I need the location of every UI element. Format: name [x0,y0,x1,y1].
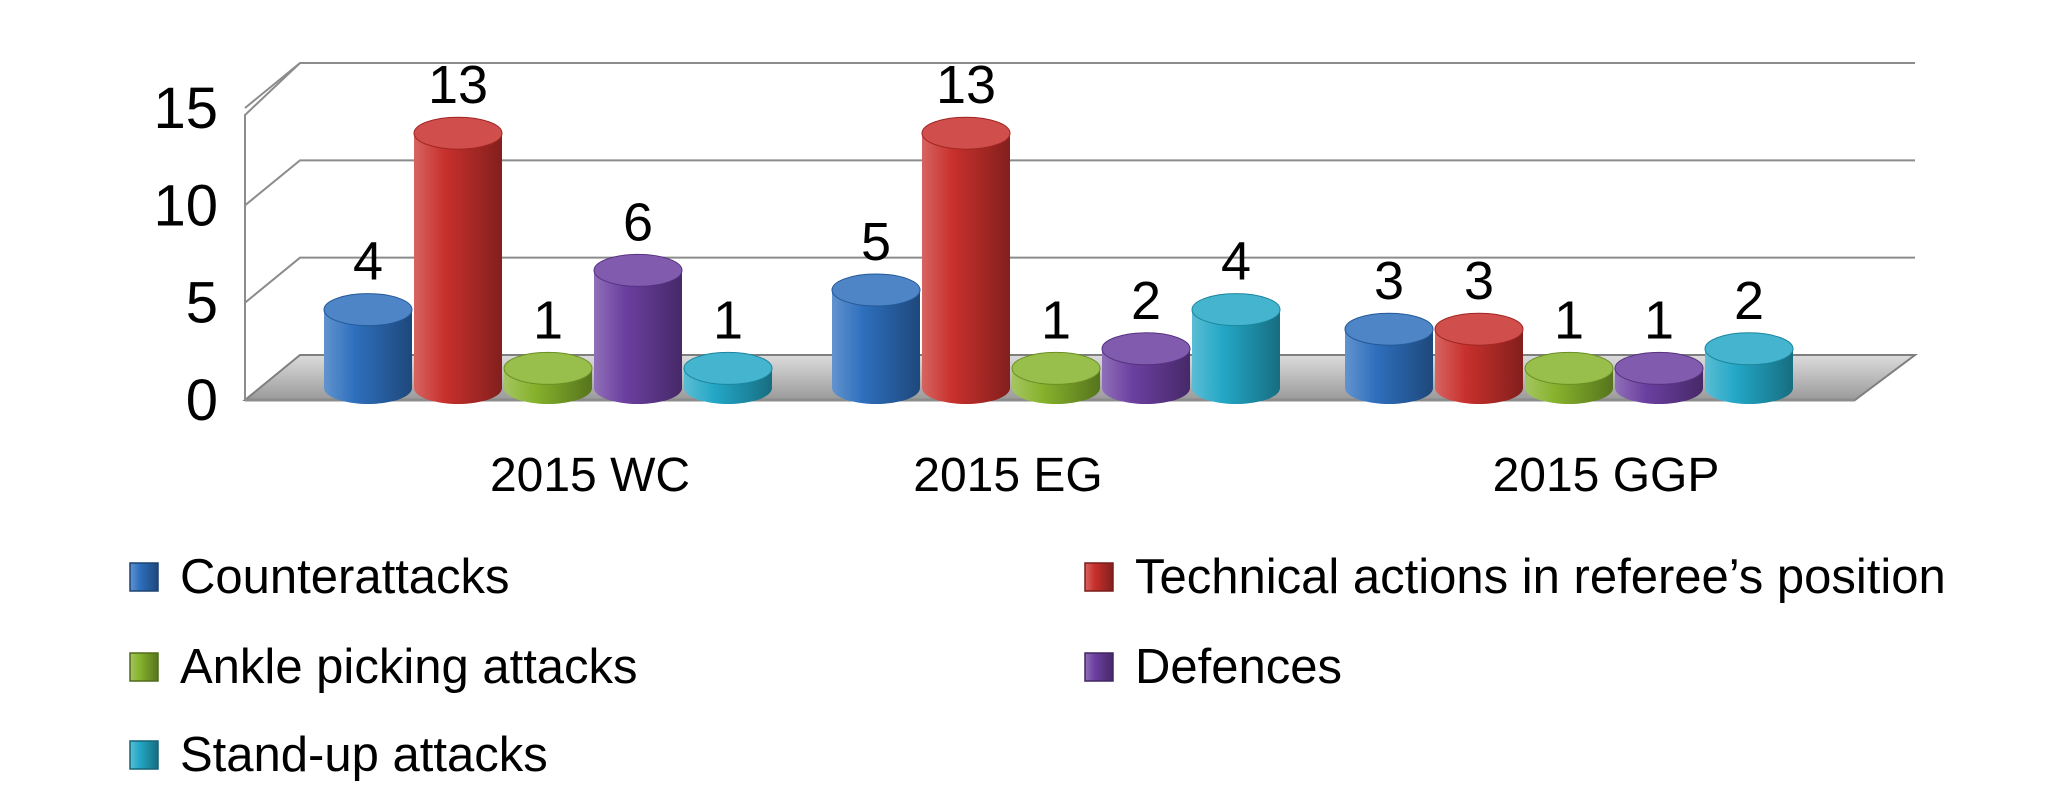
legend-item-defences: Defences [1084,640,1342,694]
legend-swatch-ankle-picking-attacks [129,652,159,682]
category-label-2015-ggp: 2015 GGP [1493,449,1720,502]
bar-technical-actions-in-referee-s-position-2015-eg [921,116,1011,404]
bar-counterattacks-2015-ggp [1344,312,1434,404]
legend-label-defences: Defences [1135,640,1342,694]
legend-label-ankle-picking-attacks: Ankle picking attacks [180,640,638,694]
gridlines [244,62,1915,304]
bars [323,116,1794,404]
y-tick-label-10: 10 [153,173,218,238]
data-label-technical-actions-in-referee-s-position-2015-wc: 13 [428,55,488,115]
y-tick-label-5: 5 [186,271,218,336]
bar-ankle-picking-attacks-2015-ggp [1524,351,1614,404]
data-label-technical-actions-in-referee-s-position-2015-eg: 13 [936,55,996,115]
category-label-2015-wc: 2015 WC [490,449,690,502]
legend-swatch-stand-up-attacks [129,740,159,770]
category-label-2015-eg: 2015 EG [913,449,1102,502]
bar-counterattacks-2015-wc [323,293,413,404]
data-label-counterattacks-2015-wc: 4 [353,232,383,292]
data-label-counterattacks-2015-eg: 5 [861,212,891,272]
x-axis: 2015 WC 2015 EG 2015 GGP [490,449,1719,502]
bar-stand-up-attacks-2015-ggp [1704,332,1794,404]
data-label-technical-actions-in-referee-s-position-2015-ggp: 3 [1464,251,1494,311]
legend: Counterattacks Technical actions in refer… [129,550,1946,782]
data-label-stand-up-attacks-2015-wc: 1 [713,290,743,350]
bar-defences-2015-ggp [1614,351,1704,404]
legend-item-stand-up-attacks: Stand-up attacks [129,728,548,782]
legend-item-counterattacks: Counterattacks [129,550,510,604]
y-axis: 0 5 10 15 [153,76,218,433]
data-label-defences-2015-ggp: 1 [1644,290,1674,350]
side-wall [244,62,301,400]
legend-swatch-technical-actions-in-referee-s-position [1084,562,1114,592]
data-label-ankle-picking-attacks-2015-ggp: 1 [1554,290,1584,350]
data-label-stand-up-attacks-2015-ggp: 2 [1734,271,1764,331]
bar-counterattacks-2015-eg [831,273,921,404]
gridline-5 [244,256,1915,304]
legend-item-technical-actions-in-referee-s-position: Technical actions in referee’s position [1084,550,1946,604]
data-label-defences-2015-wc: 6 [623,192,653,252]
bar-defences-2015-wc [593,253,683,404]
legend-swatch-defences [1084,652,1114,682]
legend-swatch-counterattacks [129,562,159,592]
bar-technical-actions-in-referee-s-position-2015-ggp [1434,312,1524,404]
bar-ankle-picking-attacks-2015-wc [503,351,593,404]
legend-label-counterattacks: Counterattacks [180,550,510,604]
bar-stand-up-attacks-2015-wc [683,351,773,404]
gridline-10 [244,159,1915,207]
y-tick-label-15: 15 [153,76,218,141]
data-label-ankle-picking-attacks-2015-wc: 1 [533,290,563,350]
legend-label-stand-up-attacks: Stand-up attacks [180,728,548,782]
bar-stand-up-attacks-2015-eg [1191,293,1281,404]
gridline-15 [244,62,1915,109]
bar-ankle-picking-attacks-2015-eg [1011,351,1101,404]
data-label-ankle-picking-attacks-2015-eg: 1 [1041,290,1071,350]
bar-technical-actions-in-referee-s-position-2015-wc [413,116,503,404]
data-label-stand-up-attacks-2015-eg: 4 [1221,232,1251,292]
legend-label-technical-actions-in-referee-s-position: Technical actions in referee’s position [1135,550,1946,604]
bar-defences-2015-eg [1101,332,1191,404]
data-label-counterattacks-2015-ggp: 3 [1374,251,1404,311]
legend-item-ankle-picking-attacks: Ankle picking attacks [129,640,638,694]
y-tick-label-0: 0 [186,368,218,433]
data-label-defences-2015-eg: 2 [1131,271,1161,331]
